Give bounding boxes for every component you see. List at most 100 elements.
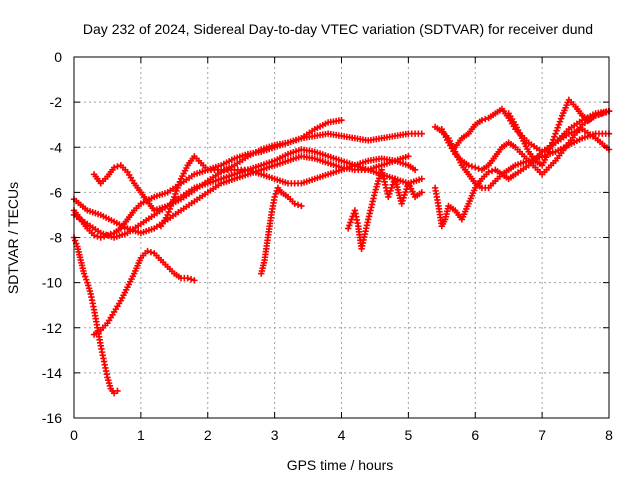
chart-title: Day 232 of 2024, Sidereal Day-to-day VTE… <box>83 21 593 37</box>
data-point-marker <box>347 219 354 226</box>
data-point-marker <box>482 115 489 123</box>
data-point-marker <box>71 237 79 244</box>
series-track-10 <box>431 107 613 230</box>
x-tick-label: 2 <box>204 427 212 443</box>
data-point-marker <box>550 136 557 143</box>
data-point-marker <box>485 168 492 176</box>
y-tick-label: -10 <box>42 275 62 291</box>
data-point-marker <box>83 276 90 283</box>
data-point-marker <box>191 277 198 284</box>
data-point-marker <box>114 387 121 395</box>
data-point-marker <box>411 166 419 174</box>
data-point-marker <box>169 196 177 204</box>
data-point-marker <box>595 111 603 118</box>
data-point-marker <box>488 167 496 175</box>
y-tick-label: 0 <box>54 49 62 65</box>
series-track-1 <box>70 130 425 241</box>
x-tick-label: 5 <box>404 427 412 443</box>
data-point-marker <box>164 211 171 219</box>
data-point-marker <box>147 248 155 256</box>
y-tick-label: -8 <box>50 230 63 246</box>
data-point-marker <box>472 164 479 171</box>
x-tick-label: 3 <box>271 427 279 443</box>
grid-layer <box>74 57 609 418</box>
x-tick-label: 8 <box>605 427 613 443</box>
data-point-marker <box>114 163 121 170</box>
data-point-marker <box>602 109 609 116</box>
data-point-marker <box>547 142 555 149</box>
data-point-marker <box>556 118 564 125</box>
data-point-marker <box>554 124 561 131</box>
data-point-marker <box>418 175 425 183</box>
data-point-marker <box>475 165 482 172</box>
y-tick-label: -2 <box>50 94 63 110</box>
data-point-marker <box>552 130 559 137</box>
y-tick-label: -12 <box>42 320 62 336</box>
data-point-marker <box>168 199 176 207</box>
x-tick-label: 0 <box>70 427 78 443</box>
data-point-marker <box>468 163 476 170</box>
data-point-marker <box>90 232 98 239</box>
data-point-marker <box>553 127 560 134</box>
data-point-marker <box>176 178 184 186</box>
x-tick-label: 6 <box>471 427 479 443</box>
data-point-marker <box>344 225 352 232</box>
x-axis-label: GPS time / hours <box>287 457 394 473</box>
data-point-marker <box>557 115 565 122</box>
data-point-marker <box>187 276 195 283</box>
data-point-marker <box>166 205 174 213</box>
data-point-marker <box>165 208 172 216</box>
data-point-marker <box>173 187 180 195</box>
data-point-marker <box>80 270 88 277</box>
data-point-marker <box>81 273 89 280</box>
data-point-marker <box>388 184 395 192</box>
y-tick-label: -16 <box>42 410 62 426</box>
data-point-marker <box>551 133 558 140</box>
data-point-marker <box>478 116 486 124</box>
series-track-9 <box>344 166 425 252</box>
data-point-marker <box>348 216 355 223</box>
data-point-marker <box>298 202 305 210</box>
data-point-marker <box>386 190 393 198</box>
data-point-marker <box>338 116 345 124</box>
y-tick-label: -14 <box>42 365 62 381</box>
data-point-marker <box>175 181 182 189</box>
y-tick-label: -4 <box>50 139 63 155</box>
data-point-marker <box>171 193 178 201</box>
series-track-3 <box>90 247 198 338</box>
data-point-marker <box>294 201 302 208</box>
data-point-marker <box>172 190 179 198</box>
data-point-marker <box>110 389 118 397</box>
data-point-marker <box>599 110 606 117</box>
y-axis-label: SDTVAR / TECUs <box>5 182 21 294</box>
data-point-marker <box>418 189 425 196</box>
data-point-marker <box>385 193 392 201</box>
data-point-marker <box>174 184 181 192</box>
data-point-marker <box>144 247 151 255</box>
series-layer <box>70 96 613 397</box>
data-point-marker <box>545 148 553 155</box>
data-point-marker <box>546 145 554 152</box>
data-point-marker <box>271 193 278 201</box>
data-point-marker <box>387 187 394 195</box>
data-point-marker <box>184 274 191 282</box>
label-layer: 0 1 2 3 4 5 6 7 8 0 -2 -4 -6 -8 -10 -12 -14 -16 <box>42 49 613 443</box>
data-point-marker <box>418 130 425 137</box>
data-point-marker <box>110 164 118 171</box>
data-point-marker <box>346 222 353 229</box>
series-track-8 <box>258 184 305 277</box>
data-point-marker <box>291 200 298 207</box>
tick-layer <box>73 56 610 419</box>
data-point-marker <box>405 153 412 160</box>
data-point-marker <box>592 112 599 119</box>
x-tick-label: 7 <box>538 427 546 443</box>
data-point-marker <box>555 121 563 128</box>
y-tick-label: -6 <box>50 184 63 200</box>
data-point-marker <box>272 190 279 198</box>
data-point-marker <box>167 202 175 210</box>
x-tick-label: 4 <box>338 427 346 443</box>
data-point-marker <box>548 139 556 146</box>
data-point-marker <box>465 162 472 169</box>
